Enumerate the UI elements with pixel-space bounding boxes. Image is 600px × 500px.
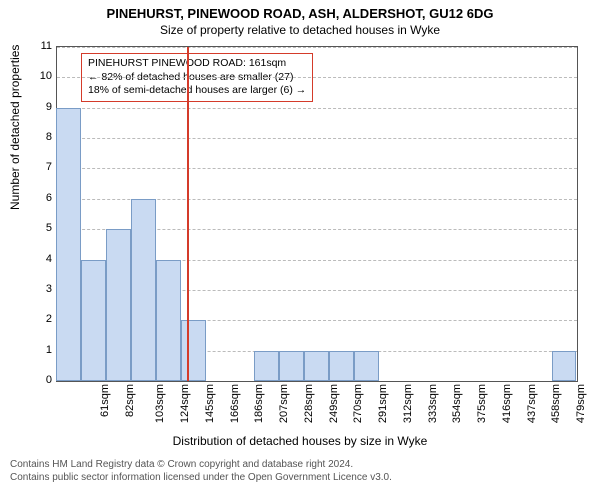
x-tick-label: 354sqm (452, 384, 464, 423)
histogram-bar (354, 351, 379, 381)
gridline (57, 138, 577, 139)
x-tick-label: 416sqm (501, 384, 513, 423)
y-tick-label: 8 (46, 131, 52, 143)
footer-line-1: Contains HM Land Registry data © Crown c… (10, 458, 392, 471)
y-tick-label: 1 (46, 344, 52, 356)
y-tick-label: 11 (41, 40, 52, 52)
histogram-bar (329, 351, 354, 381)
y-tick-label: 2 (46, 313, 52, 325)
gridline (57, 168, 577, 169)
footer-line-2: Contains public sector information licen… (10, 471, 392, 484)
y-axis-label: Number of detached properties (8, 45, 22, 210)
histogram-bar (181, 320, 206, 381)
annotation-line-3: 18% of semi-detached houses are larger (… (88, 84, 306, 98)
x-tick-label: 458sqm (551, 384, 563, 423)
histogram-bar (56, 108, 81, 381)
histogram-bar (304, 351, 329, 381)
x-tick-label: 291sqm (377, 384, 389, 423)
chart-container: PINEHURST, PINEWOOD ROAD, ASH, ALDERSHOT… (0, 0, 600, 500)
footer-attribution: Contains HM Land Registry data © Crown c… (10, 458, 392, 484)
chart-title-sub: Size of property relative to detached ho… (0, 21, 600, 37)
gridline (57, 47, 577, 48)
x-tick-label: 82sqm (124, 384, 136, 417)
x-tick-label: 333sqm (427, 384, 439, 423)
x-axis-label: Distribution of detached houses by size … (0, 434, 600, 448)
x-tick-label: 207sqm (278, 384, 290, 423)
histogram-bar (254, 351, 279, 381)
x-tick-label: 103sqm (154, 384, 166, 423)
x-tick-label: 166sqm (229, 384, 241, 423)
x-tick-label: 61sqm (99, 384, 111, 417)
histogram-bar (279, 351, 304, 381)
reference-line (187, 47, 189, 381)
y-tick-label: 0 (46, 374, 52, 386)
y-tick-label: 4 (46, 253, 52, 265)
x-tick-label: 375sqm (476, 384, 488, 423)
y-tick-label: 7 (46, 161, 52, 173)
y-tick-label: 3 (46, 283, 52, 295)
y-tick-label: 10 (40, 70, 52, 82)
x-tick-label: 479sqm (575, 384, 587, 423)
x-tick-label: 437sqm (526, 384, 538, 423)
x-tick-label: 145sqm (204, 384, 216, 423)
x-tick-label: 312sqm (402, 384, 414, 423)
x-tick-label: 186sqm (254, 384, 266, 423)
histogram-bar (106, 229, 131, 381)
histogram-bar (81, 260, 106, 381)
x-tick-label: 124sqm (179, 384, 191, 423)
x-tick-label: 249sqm (328, 384, 340, 423)
chart-plot-area: PINEHURST PINEWOOD ROAD: 161sqm ← 82% of… (56, 46, 578, 382)
x-tick-label: 228sqm (303, 384, 315, 423)
x-tick-label: 270sqm (353, 384, 365, 423)
gridline (57, 77, 577, 78)
chart-title-main: PINEHURST, PINEWOOD ROAD, ASH, ALDERSHOT… (0, 0, 600, 21)
histogram-bar (131, 199, 156, 381)
y-tick-label: 9 (46, 101, 52, 113)
histogram-bar (156, 260, 181, 381)
annotation-line-1: PINEHURST PINEWOOD ROAD: 161sqm (88, 57, 306, 71)
y-tick-label: 5 (46, 222, 52, 234)
histogram-bar (552, 351, 577, 381)
y-tick-label: 6 (46, 192, 52, 204)
gridline (57, 108, 577, 109)
